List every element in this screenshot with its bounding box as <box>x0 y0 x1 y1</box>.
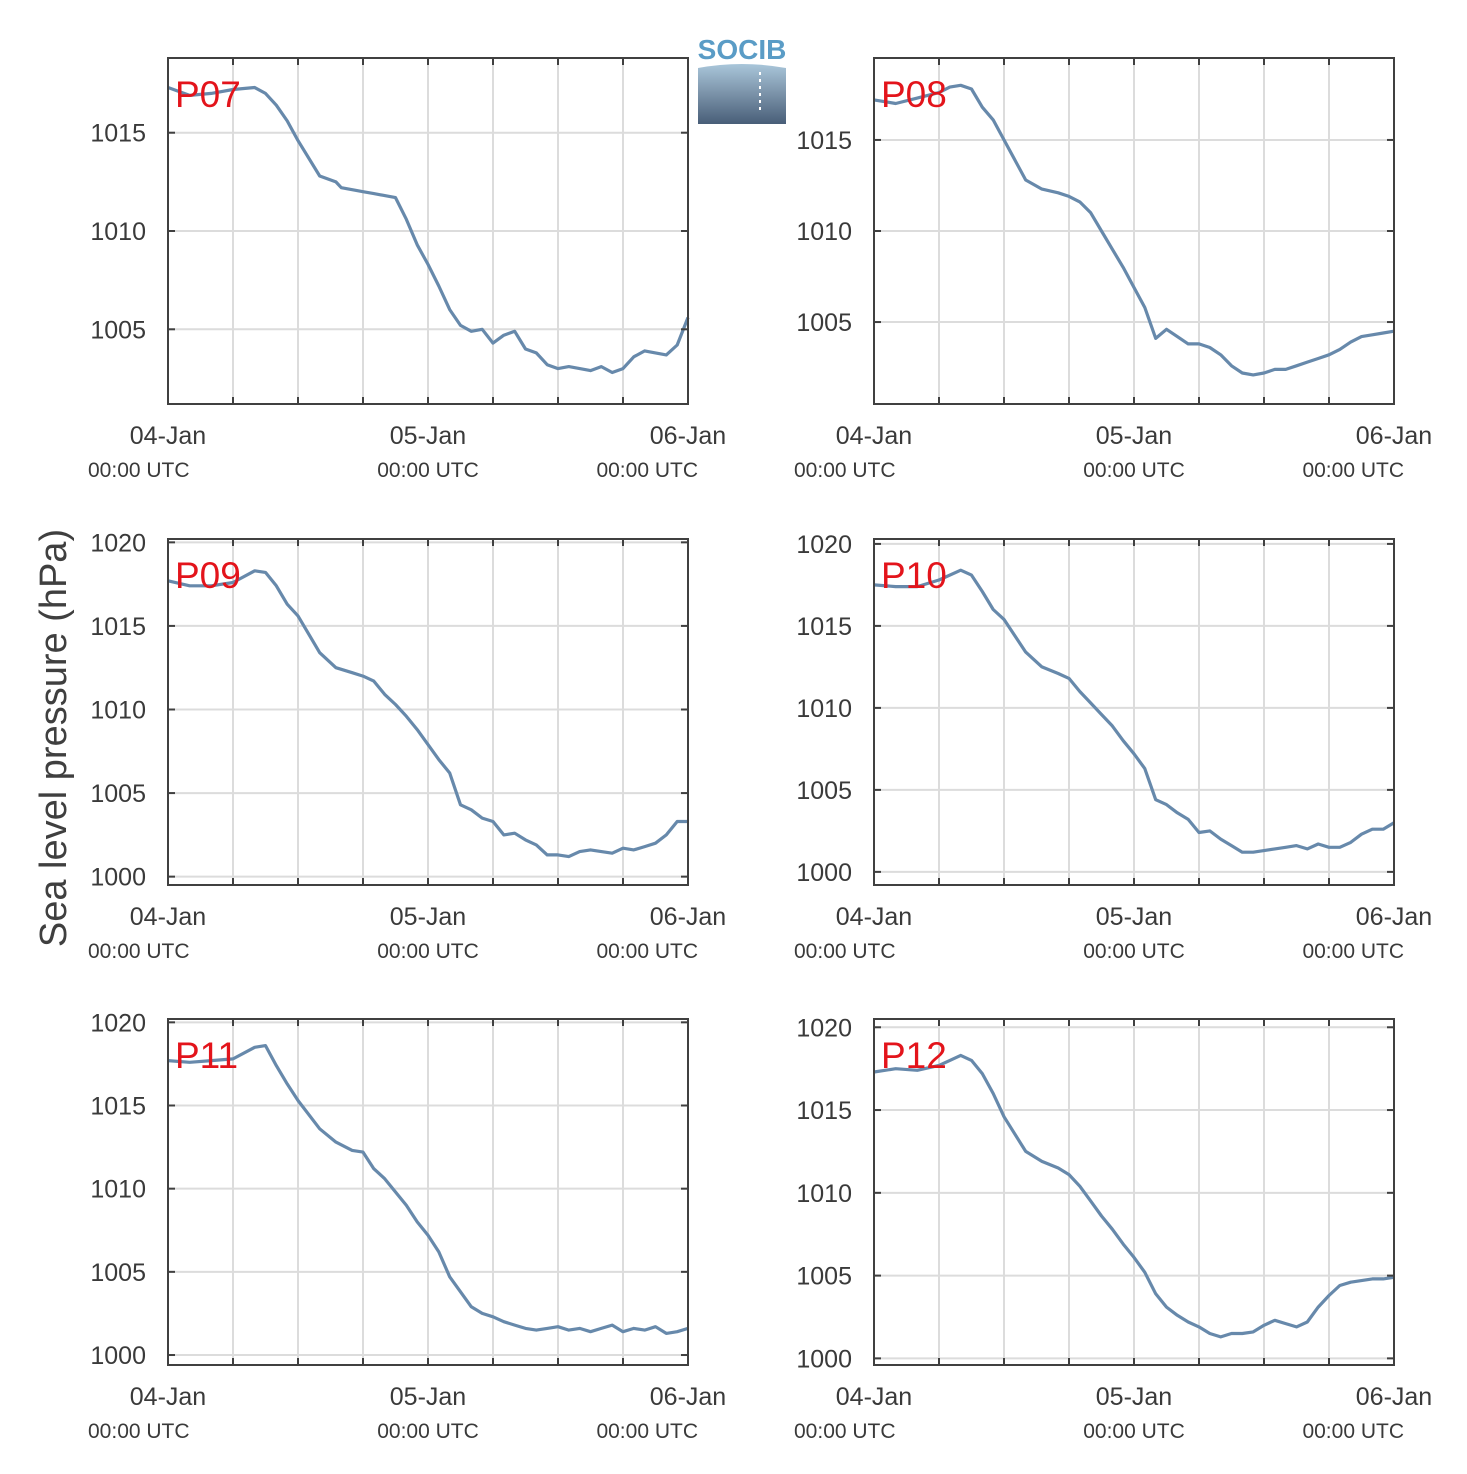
y-tick-label: 1005 <box>90 1259 146 1287</box>
x-tick-label-time: 00:00 UTC <box>1302 1420 1404 1443</box>
station-label-p12: P12 <box>881 1035 947 1076</box>
y-tick-label: 1015 <box>796 127 852 155</box>
series-line-p12 <box>873 1053 1395 1339</box>
y-tick-label: 1010 <box>90 218 146 246</box>
y-tick-label: 1005 <box>796 777 852 805</box>
x-tick-label-time: 00:00 UTC <box>596 940 698 963</box>
x-tick-label-day: 05-Jan <box>390 422 466 450</box>
socib-logo-emblem <box>698 64 786 124</box>
x-tick-label-day: 04-Jan <box>130 1383 206 1411</box>
x-tick-label-day: 04-Jan <box>836 1383 912 1411</box>
station-label-p09: P09 <box>175 555 241 596</box>
x-tick-label-day: 06-Jan <box>650 422 726 450</box>
series-line-p10 <box>873 568 1395 854</box>
y-tick-label: 1005 <box>90 316 146 344</box>
station-label-p07: P07 <box>175 74 241 115</box>
x-tick-label-day: 06-Jan <box>1356 1383 1432 1411</box>
x-tick-label-time: 00:00 UTC <box>88 459 190 482</box>
x-tick-label-day: 06-Jan <box>1356 903 1432 931</box>
x-tick-label-day: 04-Jan <box>836 903 912 931</box>
x-tick-label-time: 00:00 UTC <box>596 1420 698 1443</box>
y-tick-label: 1020 <box>796 1014 852 1042</box>
x-tick-label-day: 05-Jan <box>1096 1383 1172 1411</box>
chart-panel-p07: 1005 1010 1015 04-Jan 00:00 UTC 05-Jan 00:00 U… <box>88 57 726 482</box>
chart-panel-p12: 1000 1005 1010 1015 1020 04-Jan 00:00 UTC 05-Ja… <box>794 1014 1432 1443</box>
x-tick-label-time: 00:00 UTC <box>1302 940 1404 963</box>
x-tick-label-day: 06-Jan <box>650 903 726 931</box>
x-tick-label-day: 04-Jan <box>130 903 206 931</box>
socib-logo: SOCIB <box>698 34 787 124</box>
y-tick-label: 1000 <box>90 864 146 892</box>
y-tick-label: 1005 <box>90 780 146 808</box>
x-tick-label-time: 00:00 UTC <box>1302 459 1404 482</box>
y-tick-label: 1015 <box>90 1093 146 1121</box>
x-tick-label-time: 00:00 UTC <box>596 459 698 482</box>
x-tick-label-time: 00:00 UTC <box>1083 940 1185 963</box>
chart-panel-p09: 1000 1005 1010 1015 1020 04-Jan 00:00 UTC 05-Ja… <box>88 529 726 963</box>
chart-panel-p11: 1000 1005 1010 1015 1020 04-Jan 00:00 UTC 05-Ja… <box>88 1009 726 1443</box>
x-tick-label-time: 00:00 UTC <box>88 940 190 963</box>
y-axis-label: Sea level pressure (hPa) <box>33 529 75 947</box>
x-tick-label-time: 00:00 UTC <box>1083 459 1185 482</box>
x-tick-label-time: 00:00 UTC <box>377 1420 479 1443</box>
y-tick-label: 1010 <box>796 1180 852 1208</box>
y-tick-label: 1010 <box>90 1176 146 1204</box>
x-tick-label-time: 00:00 UTC <box>377 459 479 482</box>
y-tick-label: 1010 <box>796 695 852 723</box>
chart-panel-p08: 1005 1010 1015 04-Jan 00:00 UTC 05-Jan 00:00 U… <box>794 57 1432 482</box>
y-tick-label: 1000 <box>796 1345 852 1373</box>
y-tick-label: 1010 <box>796 218 852 246</box>
y-tick-label: 1005 <box>796 1263 852 1291</box>
x-tick-label-day: 05-Jan <box>390 1383 466 1411</box>
chart-panel-p10: 1000 1005 1010 1015 1020 04-Jan 00:00 UTC 05-Ja… <box>794 531 1432 963</box>
series-line-p08 <box>873 83 1395 377</box>
y-tick-label: 1020 <box>796 531 852 559</box>
socib-logo-text: SOCIB <box>698 34 787 65</box>
x-tick-label-day: 05-Jan <box>390 903 466 931</box>
station-label-p08: P08 <box>881 74 947 115</box>
x-tick-label-day: 06-Jan <box>650 1383 726 1411</box>
x-tick-label-day: 05-Jan <box>1096 903 1172 931</box>
station-label-p10: P10 <box>881 555 947 596</box>
y-tick-label: 1020 <box>90 529 146 557</box>
x-tick-label-time: 00:00 UTC <box>794 940 896 963</box>
station-label-p11: P11 <box>175 1035 238 1076</box>
y-tick-label: 1000 <box>90 1342 146 1370</box>
y-tick-label: 1010 <box>90 696 146 724</box>
x-tick-label-time: 00:00 UTC <box>88 1420 190 1443</box>
y-tick-label: 1015 <box>90 120 146 148</box>
y-tick-label: 1020 <box>90 1009 146 1037</box>
series-line-p07 <box>167 85 690 375</box>
y-tick-label: 1015 <box>796 613 852 641</box>
y-tick-label: 1005 <box>796 309 852 337</box>
x-tick-label-time: 00:00 UTC <box>794 1420 896 1443</box>
y-tick-label: 1015 <box>90 613 146 641</box>
series-line-p09 <box>167 569 688 859</box>
x-tick-label-time: 00:00 UTC <box>794 459 896 482</box>
x-tick-label-day: 04-Jan <box>130 422 206 450</box>
x-tick-label-time: 00:00 UTC <box>377 940 479 963</box>
x-tick-label-day: 05-Jan <box>1096 422 1172 450</box>
x-tick-label-time: 00:00 UTC <box>1083 1420 1185 1443</box>
x-tick-label-day: 04-Jan <box>836 422 912 450</box>
x-tick-label-day: 06-Jan <box>1356 422 1432 450</box>
series-line-p11 <box>167 1043 689 1336</box>
y-tick-label: 1000 <box>796 859 852 887</box>
y-tick-label: 1015 <box>796 1097 852 1125</box>
